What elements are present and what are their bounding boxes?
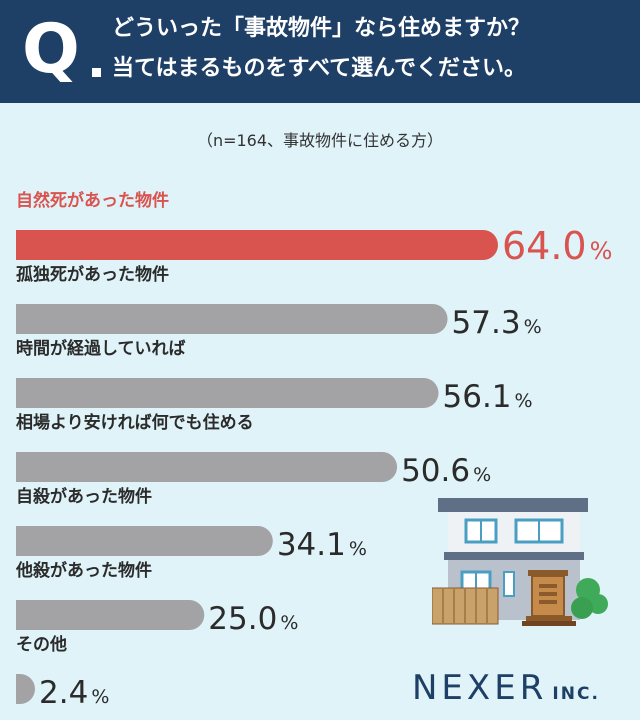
value-label: 64.0% xyxy=(502,224,612,268)
value-unit: % xyxy=(280,612,298,634)
value-label: 2.4% xyxy=(39,675,109,711)
category-label: 相場より安ければ何でも住める xyxy=(16,412,254,433)
value-label: 56.1% xyxy=(443,379,533,415)
sample-note: （n=164、事故物件に住める方） xyxy=(196,131,444,150)
category-label: その他 xyxy=(16,634,67,655)
category-label: 自然死があった物件 xyxy=(16,190,169,211)
value-unit: % xyxy=(349,538,367,560)
value-number: 50.6 xyxy=(401,453,470,489)
bar xyxy=(16,452,398,482)
value-number: 64.0 xyxy=(502,224,587,268)
category-label: 孤独死があった物件 xyxy=(16,264,169,285)
bar xyxy=(16,526,273,556)
value-label: 34.1% xyxy=(277,527,367,563)
company-logo: NEXER INC. xyxy=(412,668,600,714)
q-dot-decoration xyxy=(92,68,101,77)
bar xyxy=(16,304,448,334)
value-number: 57.3 xyxy=(452,305,521,341)
house-icon xyxy=(432,498,608,626)
bar xyxy=(16,378,439,408)
value-number: 2.4 xyxy=(39,675,88,711)
value-unit: % xyxy=(590,237,613,265)
value-label: 50.6% xyxy=(401,453,491,489)
value-unit: % xyxy=(515,390,533,412)
value-unit: % xyxy=(524,316,542,338)
category-label: 他殺があった物件 xyxy=(15,560,152,581)
question-line-1: どういった「事故物件」なら住めますか？ xyxy=(112,16,531,41)
value-label: 25.0% xyxy=(208,601,298,637)
logo-sub-text: INC. xyxy=(552,684,600,704)
q-mark: Q xyxy=(22,10,80,89)
value-number: 34.1 xyxy=(277,527,346,563)
value-number: 56.1 xyxy=(443,379,512,415)
logo-main-text: NEXER xyxy=(412,668,548,708)
bar xyxy=(16,230,498,260)
bar xyxy=(16,600,205,630)
category-label: 時間が経過していれば xyxy=(16,338,186,359)
value-number: 25.0 xyxy=(208,601,277,637)
category-label: 自殺があった物件 xyxy=(16,486,152,507)
question-line-2: 当てはまるものをすべて選んでください。 xyxy=(112,56,527,81)
value-label: 57.3% xyxy=(452,305,542,341)
bar xyxy=(16,674,35,704)
question-header: Q どういった「事故物件」なら住めますか？ 当てはまるものをすべて選んでください… xyxy=(0,0,640,103)
value-unit: % xyxy=(473,464,491,486)
value-unit: % xyxy=(91,686,109,708)
